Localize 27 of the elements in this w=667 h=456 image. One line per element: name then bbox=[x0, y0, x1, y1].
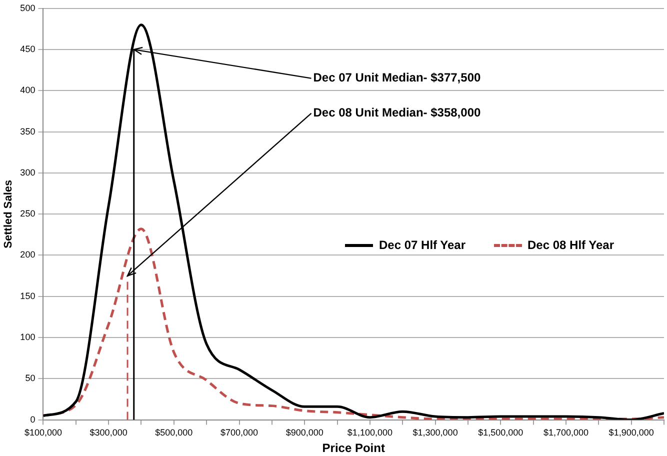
y-tick-label: 200 bbox=[20, 250, 36, 260]
x-tick-label: $700,000 bbox=[220, 428, 258, 438]
y-tick-label: 400 bbox=[20, 85, 36, 96]
y-tick-label: 100 bbox=[20, 332, 36, 342]
x-tick-label: $1,100,000 bbox=[347, 428, 392, 438]
y-tick-label: 250 bbox=[20, 208, 36, 219]
legend-label: Dec 08 Hlf Year bbox=[528, 238, 614, 252]
x-tick-label: $300,000 bbox=[90, 428, 128, 438]
x-tick-label: $500,000 bbox=[155, 428, 193, 438]
x-tick-label: $1,300,000 bbox=[412, 428, 458, 438]
x-tick-label: $100,000 bbox=[24, 428, 62, 438]
x-axis-title: Price Point bbox=[322, 441, 385, 456]
y-tick-label: 500 bbox=[20, 2, 36, 13]
x-tick-label: $1,500,000 bbox=[478, 428, 524, 438]
x-tick-label: $900,000 bbox=[286, 428, 324, 438]
y-tick-label: 150 bbox=[20, 290, 36, 301]
y-tick-label: 300 bbox=[20, 167, 36, 178]
annotation: Dec 07 Unit Median- $377,500 bbox=[313, 70, 481, 85]
legend-label: Dec 07 Hlf Year bbox=[379, 238, 466, 252]
y-axis-title: Settled Sales bbox=[2, 180, 15, 248]
y-tick-label: 350 bbox=[20, 126, 36, 136]
x-tick-label: $1,700,000 bbox=[543, 428, 589, 438]
y-tick-label: 0 bbox=[30, 414, 36, 424]
y-tick-label: 450 bbox=[20, 44, 36, 54]
annotation: Dec 08 Unit Median- $358,000 bbox=[313, 106, 481, 120]
y-tick-label: 50 bbox=[25, 373, 36, 384]
x-tick-label: $1,900,000 bbox=[608, 428, 654, 438]
